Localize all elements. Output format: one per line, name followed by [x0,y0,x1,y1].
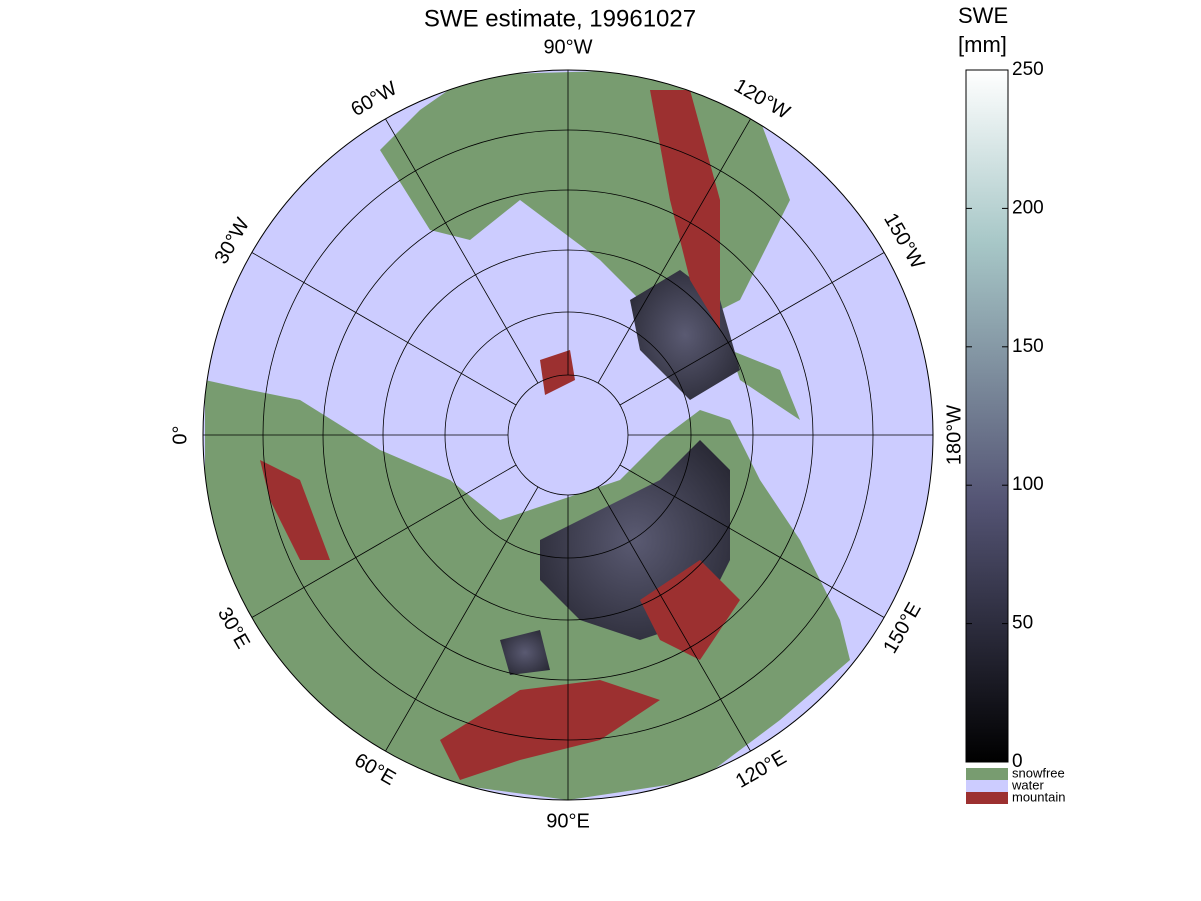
mountain-area [260,460,330,560]
mountain-area [440,680,660,780]
legend-label: snowfree [1012,765,1065,780]
mountain-area [650,90,720,330]
legend-label: mountain [1012,789,1065,804]
meridian [251,464,517,618]
polar-map [203,70,933,800]
colorbar-label: SWE [958,3,1008,28]
legend-swatch [966,792,1008,804]
colorbar-tick-label: 50 [1012,613,1033,634]
graticule [203,70,933,800]
snow-area [500,630,550,675]
map-border [202,69,934,801]
mountains [260,90,740,780]
longitude-label: 180°W [943,405,965,465]
map-title: SWE estimate, 19961027 [424,5,696,32]
legend-label: water [1011,777,1044,792]
meridian [385,486,539,752]
colorbar-tick-label: 150 [1012,336,1044,357]
colorbar-label: [mm] [958,32,1007,57]
colorbar-tick-label: 0 [1012,751,1023,772]
meridian [619,464,885,618]
longitude-label: 0° [169,425,191,444]
mountain-area [540,350,575,395]
meridian [597,486,751,752]
meridian [597,118,751,384]
meridian [619,252,885,406]
legend-swatch [966,768,1008,780]
colorbar-tick-label: 200 [1012,197,1044,218]
meridian [385,118,539,384]
longitude-label: 90°W [543,36,592,58]
colorbar [965,69,1009,763]
legend-swatch [966,780,1008,792]
colorbar-tick-label: 100 [1012,474,1044,495]
mountain-area [640,560,740,660]
colorbar-tick-label: 250 [1012,59,1044,80]
longitude-label: 90°E [546,810,590,832]
meridian [251,252,517,406]
colorbar-ticks: 0 50 100 150 200 250 [966,59,1044,772]
alaska [730,350,800,420]
